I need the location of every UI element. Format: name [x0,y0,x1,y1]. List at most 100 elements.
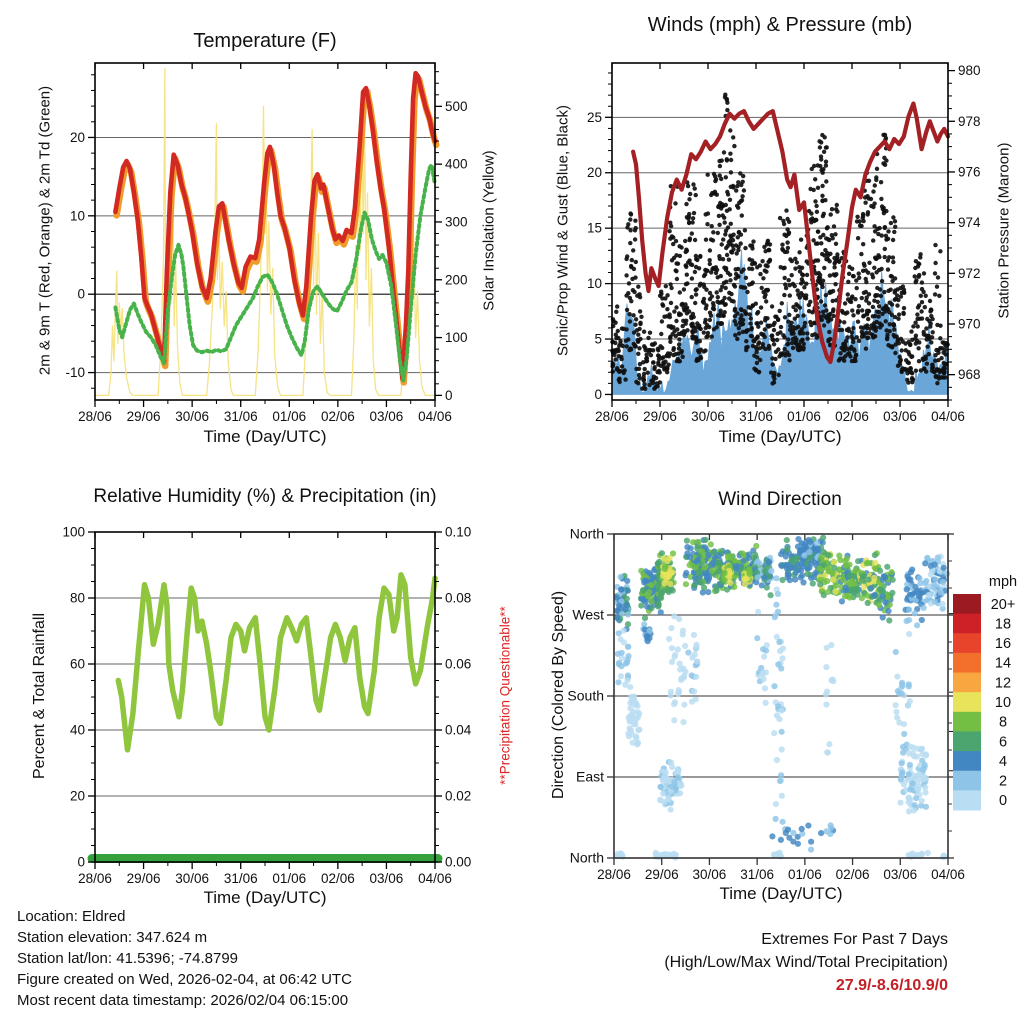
tick-label: 31/06 [740,867,774,882]
y-axis-label-humidity-left: Percent & Total Rainfall [31,613,48,780]
tick-label: 20 [587,165,602,180]
tick-label: 0.02 [445,789,471,804]
tick-label: 0 [77,287,85,302]
y-axis-label-wind-left: Sonic/Prop Wind & Gust (Blue, Black) [554,105,572,356]
tick-label: 0.04 [445,723,472,738]
tick-label: 0 [77,855,85,870]
tick-label: 03/06 [370,409,404,424]
tick-label: 974 [958,215,981,230]
tick-label: 0.06 [445,657,471,672]
y-axis-label-temperature-left: 2m & 9m T (Red, Orange) & 2m Td (Green) [36,85,54,376]
tick-label: 02/06 [321,409,355,424]
tick-label: 31/06 [739,409,773,424]
tick-label: 18 [995,616,1011,632]
tick-label: 80 [70,591,85,606]
x-axis-title-winds-pressure: Time (Day/UTC) [718,427,842,446]
tick-label: 30/06 [691,409,725,424]
colorbar-swatch [953,692,981,713]
panel-title-temperature: Temperature (F) [193,30,337,52]
tick-label: West [572,607,604,623]
panel-humidity_precip: 28/06 29/06 30/06 31/06 01/06 02/06 03/06 04/06… [62,525,471,887]
colorbar-swatch [953,751,981,772]
tick-label: 40 [70,723,85,738]
series-solar-insolation-yellow [94,68,436,397]
figure-created-line: Figure created on Wed, 2026-02-04, at 06… [17,971,352,988]
tick-label: 2 [999,774,1007,790]
tick-label: 978 [958,114,981,129]
panel-wind_direction: 28/06 29/06 30/06 31/06 01/06 02/06 03/06 04/06… [567,526,1017,883]
tick-label: 03/06 [883,409,917,424]
tick-label: East [576,769,604,785]
panel-temperature: 28/06 29/06 30/06 31/06 01/06 02/06 03/06 04/06… [65,62,468,424]
tick-label: 976 [958,164,981,179]
tick-label: 970 [958,316,981,331]
most-recent-data-line: Most recent data timestamp: 2026/02/04 0… [17,992,349,1009]
tick-label: 0.10 [445,525,471,540]
tick-label: 20 [70,130,85,145]
tick-label: 28/06 [78,871,112,886]
x-axis-title-humidity: Time (Day/UTC) [203,888,327,907]
tick-label: 300 [445,214,468,229]
colorbar-swatch [953,672,981,693]
panel-title-winds-pressure: Winds (mph) & Pressure (mb) [647,14,913,36]
extremes-subtitle: (High/Low/Max Wind/Total Precipitation) [664,954,948,971]
tick-label: 0 [445,388,453,403]
tick-label: 8 [999,715,1007,731]
tick-label: 01/06 [787,409,821,424]
series-wind-direction-points [613,534,951,861]
x-axis-title-wind-direction: Time (Day/UTC) [719,884,843,903]
x-axis-title-temperature: Time (Day/UTC) [203,427,327,446]
tick-label: 0.08 [445,591,471,606]
tick-label: 10 [587,276,602,291]
tick-label: 0 [594,387,602,402]
tick-label: 10 [70,208,85,223]
extremes-title: Extremes For Past 7 Days [761,931,948,948]
tick-label: 500 [445,99,468,114]
speed-colorbar: mph 20+ 18 16 14 12 10 8 6 4 2 0 [949,574,1017,811]
tick-label: 980 [958,63,981,78]
tick-label: 16 [995,636,1011,652]
y-axis-label-pressure-right: Station Pressure (Maroon) [995,142,1013,319]
tick-label: 15 [587,221,602,236]
colorbar-swatch [953,790,981,811]
tick-label: 28/06 [78,409,112,424]
station-location: Location: Eldred [17,908,126,925]
tick-label: 200 [445,272,468,287]
tick-label: 01/06 [272,409,306,424]
colorbar-swatch [953,633,981,654]
tick-label: 60 [70,657,85,672]
tick-label: 28/06 [595,409,629,424]
tick-label: 31/06 [224,409,258,424]
tick-label: 29/06 [127,871,161,886]
tick-label: 100 [445,330,468,345]
tick-label: 04/06 [931,409,965,424]
colorbar-title: mph [989,574,1017,590]
tick-label: 04/06 [418,409,452,424]
tick-label: 04/06 [418,871,452,886]
panel-winds_pressure: 28/06 29/06 30/06 31/06 01/06 02/06 03/06 04/06… [587,62,981,424]
tick-label: 30/06 [175,871,209,886]
tick-label: 02/06 [835,409,869,424]
tick-label: 01/06 [272,871,306,886]
tick-label: 02/06 [321,871,355,886]
station-elevation: Station elevation: 347.624 m [17,929,208,946]
tick-label: 14 [995,656,1011,672]
colorbar-swatch [953,613,981,634]
extremes-values: 27.9/-8.6/10.9/0 [835,977,948,994]
precipitation-questionable-warning: **Precipitation Questionable** [497,606,513,785]
tick-label: 04/06 [931,867,965,882]
series-dewpoint-2m-green [113,162,437,383]
tick-label: 20 [70,789,85,804]
tick-label: 0 [999,793,1007,809]
tick-label: 31/06 [224,871,258,886]
extremes-block: Extremes For Past 7 Days (High/Low/Max W… [664,928,948,997]
colorbar-swatch [953,594,981,615]
colorbar-swatch [953,711,981,732]
tick-label: 03/06 [370,871,404,886]
colorbar-swatch [953,731,981,752]
tick-label: 5 [594,332,602,347]
y-axis-label-solar-right: Solar Insolation (Yellow) [480,150,498,311]
station-metadata: Location: Eldred Station elevation: 347.… [17,906,352,1011]
